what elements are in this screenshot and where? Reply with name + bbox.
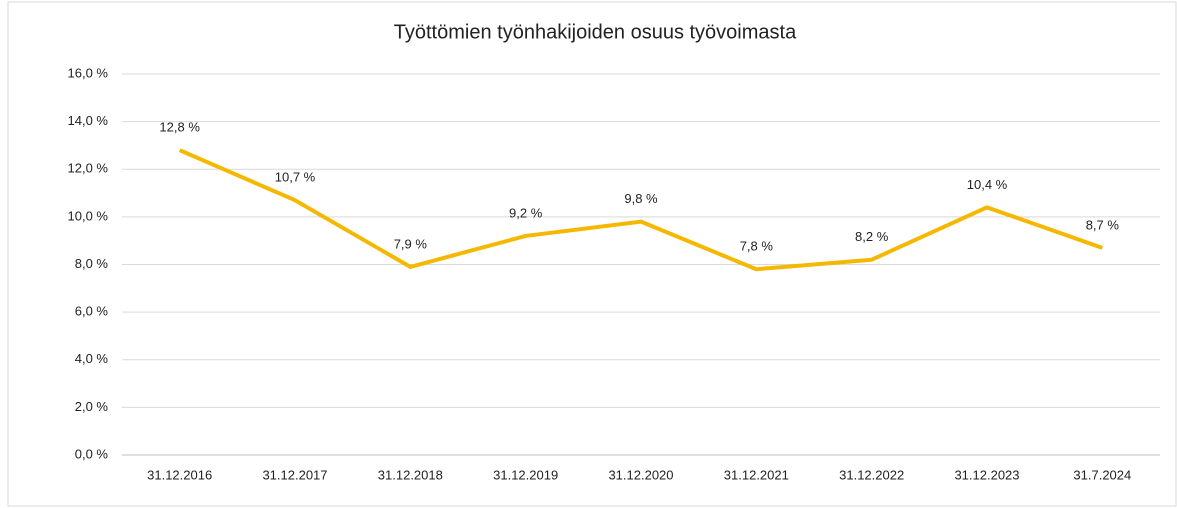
data-label: 12,8 % [159,120,200,135]
x-tick-label: 31.12.2023 [954,467,1019,482]
data-label: 10,7 % [275,170,316,185]
y-tick-label: 8,0 % [75,256,109,271]
line-series [178,148,1103,272]
data-label: 8,2 % [855,229,889,244]
y-tick-label: 14,0 % [68,113,109,128]
data-label: 10,4 % [967,177,1008,192]
x-tick-label: 31.12.2016 [147,467,212,482]
y-tick-label: 4,0 % [75,351,109,366]
data-label: 7,9 % [394,236,428,251]
y-tick-label: 12,0 % [68,161,109,176]
x-tick-label: 31.7.2024 [1073,467,1131,482]
data-label: 7,8 % [740,239,774,254]
chart-frame [7,1,1177,507]
data-label: 9,2 % [509,205,543,220]
y-tick-label: 0,0 % [75,446,109,461]
y-tick-label: 16,0 % [68,65,109,80]
y-tick-label: 2,0 % [75,399,109,414]
x-tick-label: 31.12.2017 [262,467,327,482]
x-tick-label: 31.12.2022 [839,467,904,482]
y-tick-label: 6,0 % [75,304,109,319]
x-tick-label: 31.12.2019 [493,467,558,482]
x-tick-label: 31.12.2020 [608,467,673,482]
x-tick-label: 31.12.2021 [724,467,789,482]
data-label: 8,7 % [1086,217,1120,232]
y-tick-label: 10,0 % [68,208,109,223]
x-tick-label: 31.12.2018 [378,467,443,482]
data-label: 9,8 % [624,191,658,206]
chart-title: Työttömien työnhakijoiden osuus työvoima… [394,21,797,43]
